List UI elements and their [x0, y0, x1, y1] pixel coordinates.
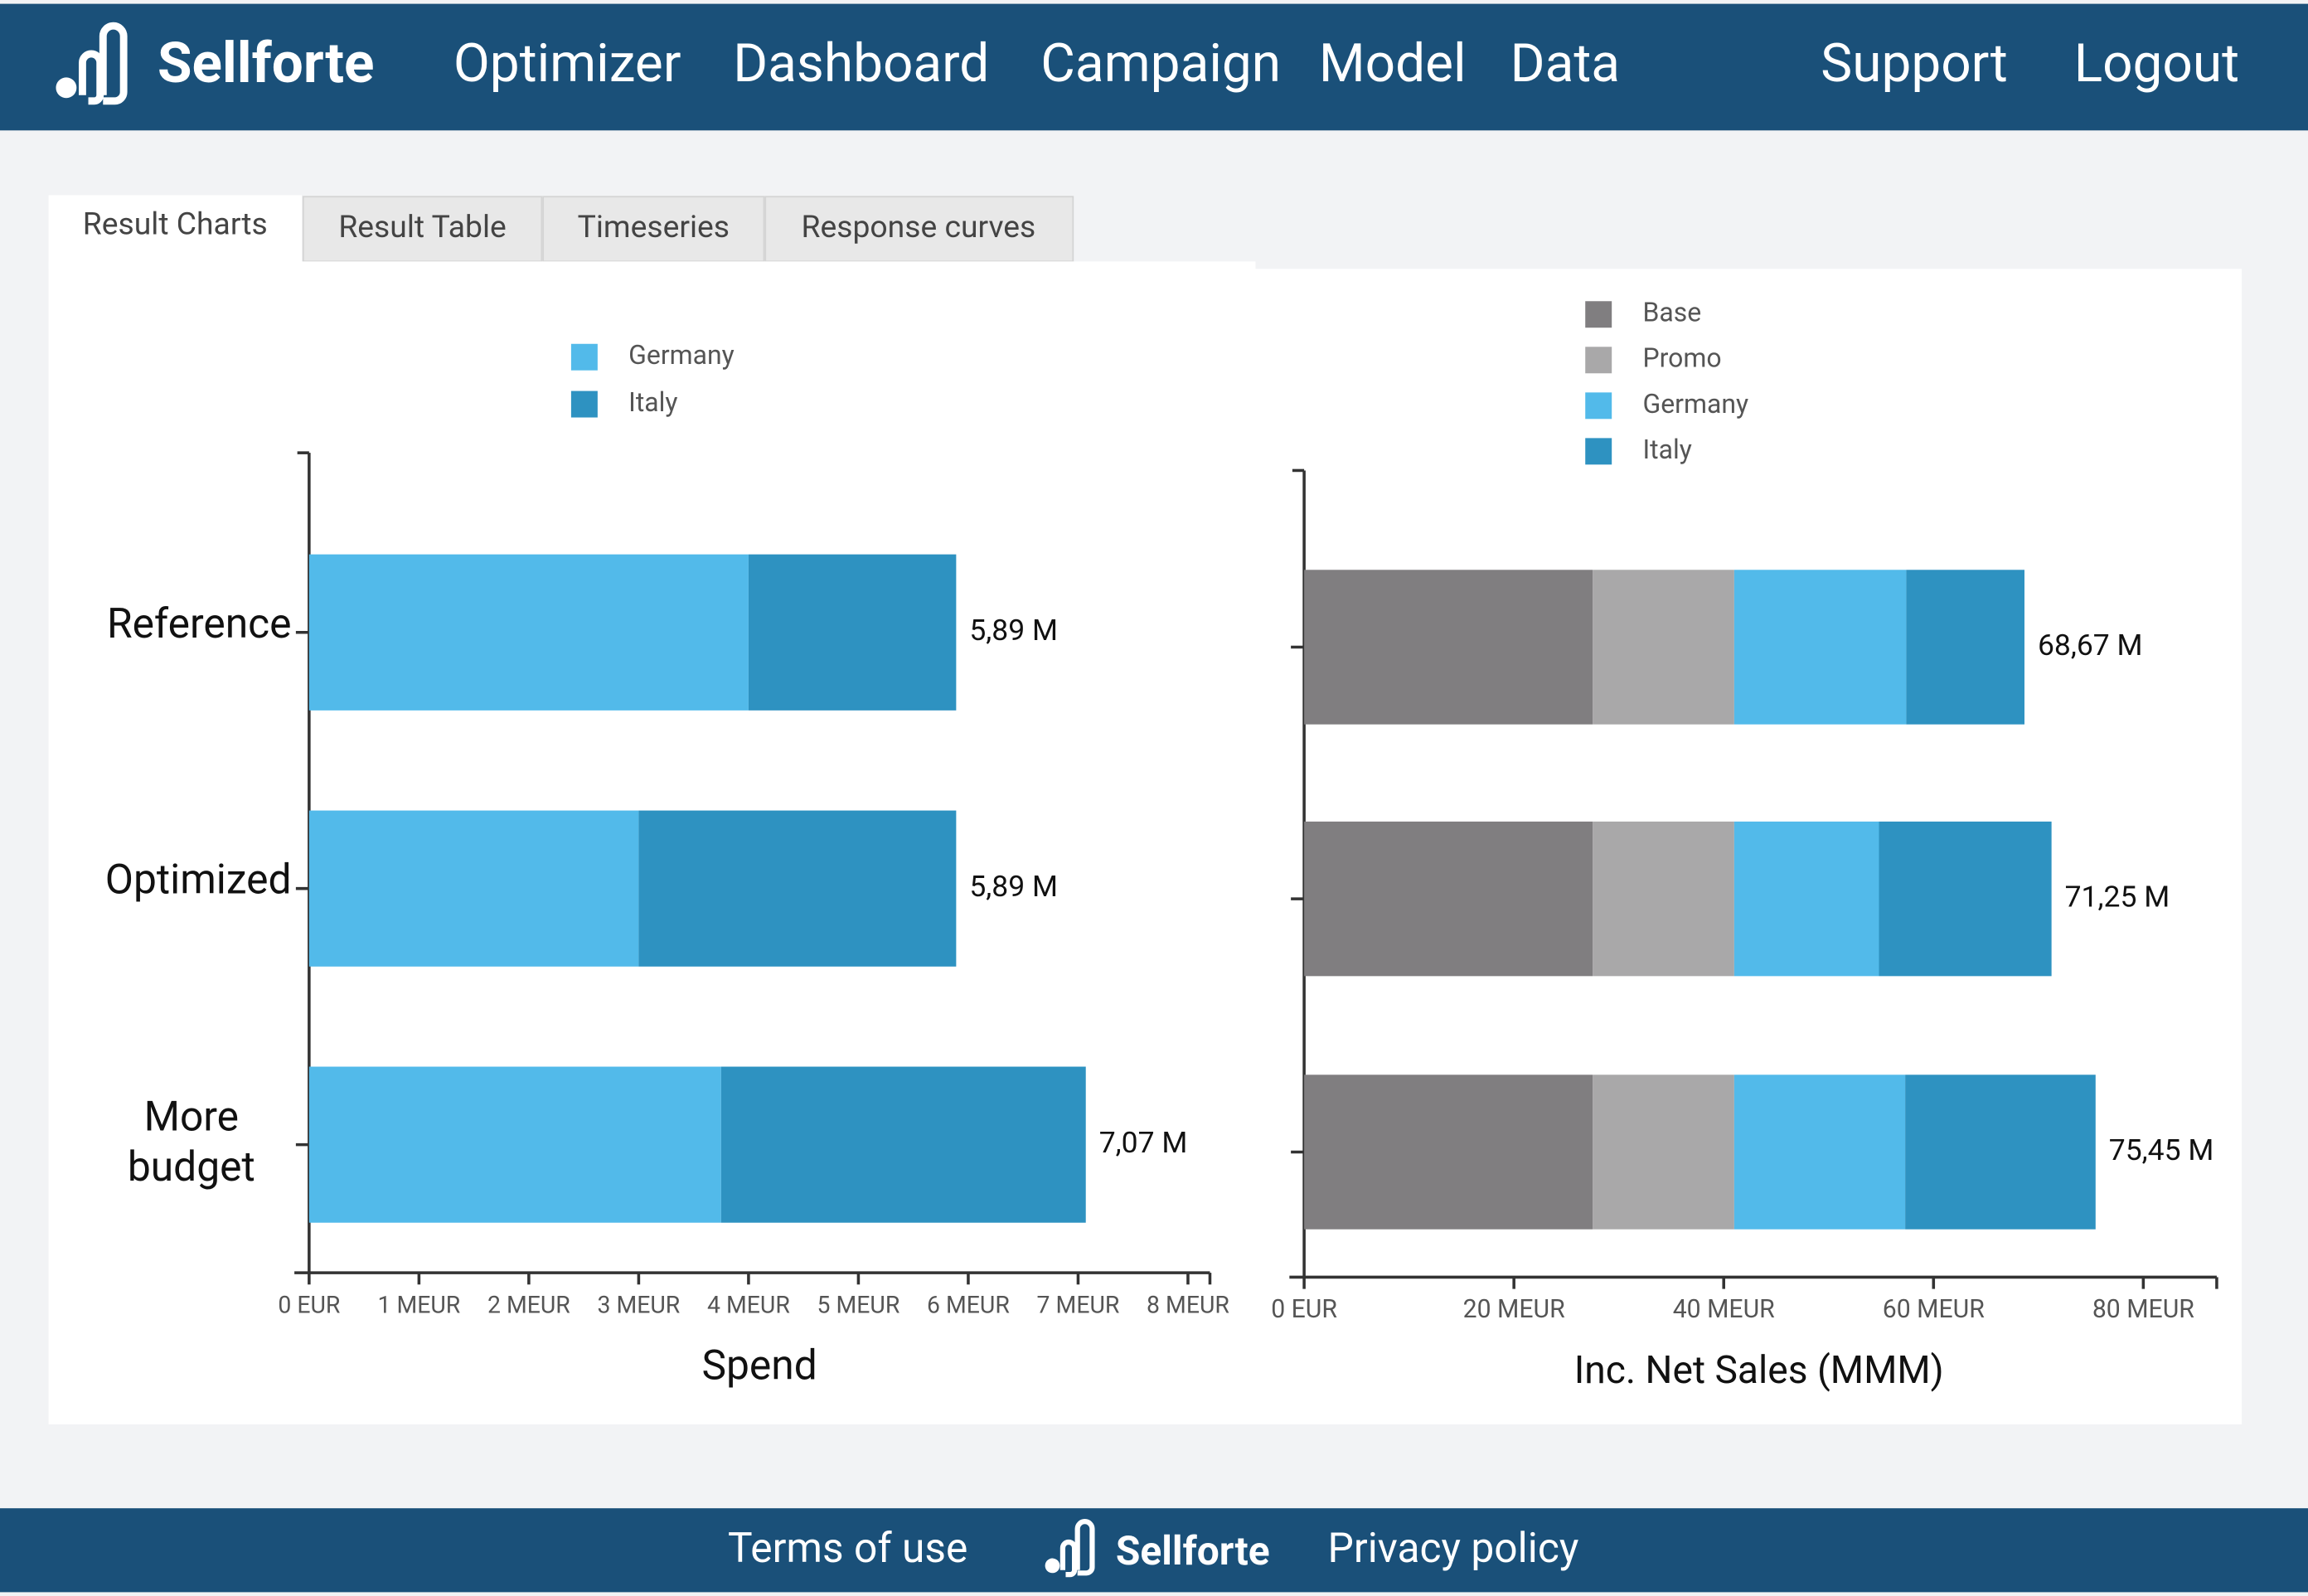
category-label: budget	[128, 1143, 255, 1191]
total-label: 5,89 M	[969, 869, 1058, 904]
x-tick-label: 80 MEUR	[2092, 1295, 2194, 1324]
bar-segment	[308, 810, 639, 967]
logo	[56, 22, 128, 105]
bar-segment	[1733, 1075, 1906, 1230]
bar-segment	[1304, 821, 1593, 977]
bar-segment	[1304, 570, 1593, 725]
x-tick-label: 4 MEUR	[707, 1291, 790, 1318]
category-label: Reference	[107, 600, 292, 648]
bar-segment	[1593, 1075, 1734, 1230]
tab-label[interactable]: Response curves	[802, 209, 1036, 245]
total-label: 68,67 M	[2038, 628, 2143, 662]
bar-segment	[308, 554, 749, 711]
bar-segment	[1733, 570, 1907, 725]
bar-segment	[1593, 821, 1734, 977]
bar-segment	[720, 1066, 1086, 1223]
tab[interactable]	[542, 196, 765, 263]
nav-link[interactable]: Campaign	[1040, 32, 1281, 95]
bar-segment	[1304, 1075, 1593, 1230]
x-axis-title: Spend	[702, 1342, 817, 1390]
total-label: 7,07 M	[1099, 1125, 1188, 1160]
x-tick-label: 3 MEUR	[597, 1291, 680, 1318]
total-label: 71,25 M	[2065, 879, 2170, 914]
footer-bar	[0, 1508, 2308, 1593]
bar-segment	[308, 1066, 721, 1223]
bar-segment	[1593, 570, 1734, 725]
x-tick-label: 8 MEUR	[1147, 1291, 1229, 1318]
x-tick-label: 7 MEUR	[1037, 1291, 1120, 1318]
bar-segment	[1905, 1075, 2096, 1230]
legend-label: Italy	[1642, 434, 1691, 465]
legend-label: Germany	[628, 339, 735, 371]
tab-label[interactable]: Timeseries	[578, 209, 730, 245]
x-axis-title: Inc. Net Sales (MMM)	[1574, 1348, 1944, 1393]
nav-link[interactable]: Model	[1319, 32, 1467, 95]
nav-link[interactable]: Support	[1821, 32, 2008, 95]
nav-link[interactable]: Dashboard	[733, 32, 989, 95]
category-label: Optimized	[105, 856, 292, 905]
footer-logo	[1045, 1519, 1095, 1578]
legend-label: Base	[1642, 297, 1701, 328]
brand[interactable]: Sellforte	[158, 31, 374, 96]
tab-label[interactable]: Result Charts	[83, 206, 268, 243]
legend-swatch	[1585, 347, 1612, 374]
bar-segment	[1879, 821, 2052, 977]
footer-brand[interactable]: Sellforte	[1116, 1528, 1270, 1574]
legend-label: Germany	[1642, 388, 1748, 420]
total-label: 5,89 M	[969, 613, 1058, 648]
x-tick-label: 40 MEUR	[1673, 1295, 1775, 1324]
x-tick-label: 0 EUR	[278, 1291, 340, 1318]
total-label: 75,45 M	[2109, 1133, 2214, 1167]
bar-segment	[638, 810, 957, 967]
bar-segment	[748, 554, 957, 711]
x-tick-label: 0 EUR	[1271, 1295, 1337, 1324]
nav-link[interactable]: Data	[1510, 32, 1620, 95]
x-tick-label: 1 MEUR	[377, 1291, 460, 1318]
legend-label: Italy	[628, 386, 677, 418]
bar-segment	[1906, 570, 2024, 725]
nav-link[interactable]: Optimizer	[453, 32, 681, 95]
nav-link[interactable]: Logout	[2074, 32, 2239, 95]
legend-label: Promo	[1642, 342, 1721, 374]
legend-swatch	[1585, 438, 1612, 465]
x-tick-label: 2 MEUR	[487, 1291, 570, 1318]
legend-swatch	[1585, 301, 1612, 328]
legend-swatch	[570, 391, 598, 418]
category-label: More	[144, 1094, 239, 1142]
tab[interactable]	[764, 196, 1074, 263]
footer-link[interactable]: Privacy policy	[1328, 1525, 1579, 1573]
legend-swatch	[570, 343, 598, 371]
bar-segment	[1733, 821, 1879, 977]
x-tick-label: 6 MEUR	[927, 1291, 1010, 1318]
tab-label[interactable]: Result Table	[338, 209, 506, 245]
tab-active[interactable]	[48, 195, 302, 269]
footer-link[interactable]: Terms of use	[728, 1525, 967, 1573]
x-tick-label: 60 MEUR	[1883, 1295, 1985, 1324]
nav-bar	[0, 3, 2308, 131]
x-tick-label: 20 MEUR	[1463, 1295, 1565, 1324]
x-tick-label: 5 MEUR	[817, 1291, 900, 1318]
legend-swatch	[1585, 392, 1612, 420]
